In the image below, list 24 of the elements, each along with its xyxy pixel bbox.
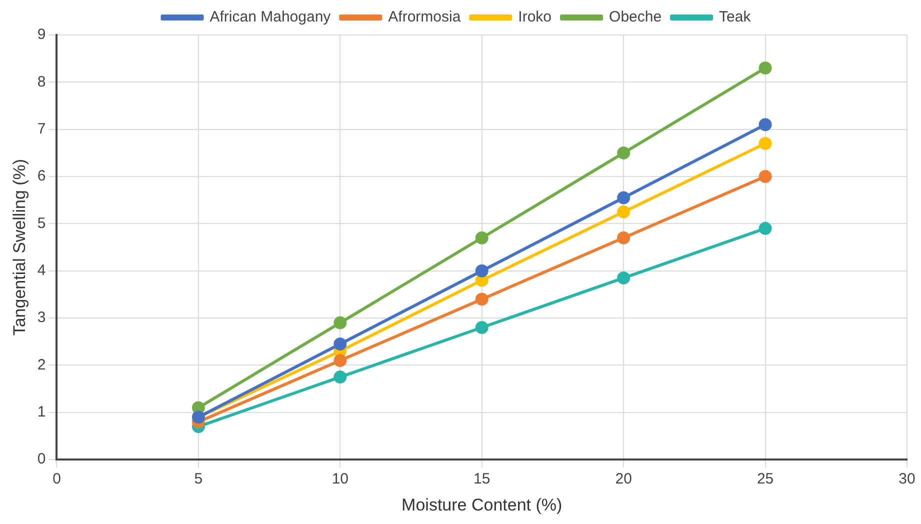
y-tick-label: 3 (37, 309, 46, 326)
x-axis-title: Moisture Content (%) (402, 495, 562, 514)
x-tick-label: 15 (474, 470, 490, 488)
legend-label: Teak (719, 8, 752, 26)
y-tick-label: 7 (37, 120, 46, 138)
x-tick-label: 30 (898, 470, 916, 488)
legend-label: African Mahogany (210, 8, 332, 26)
y-tick-label: 2 (37, 356, 46, 374)
y-tick-label: 5 (37, 214, 46, 232)
x-tick-label: 25 (756, 470, 774, 488)
y-axis-title: Tangential Swelling (%) (10, 158, 29, 336)
x-tick-label: 10 (332, 470, 349, 488)
y-tick-label: 1 (37, 404, 46, 421)
x-tick-label: 5 (194, 470, 203, 488)
y-tick-label: 6 (37, 168, 46, 185)
y-tick-label: 4 (37, 262, 46, 280)
legend-label: Obeche (609, 8, 662, 26)
y-tick-label: 8 (37, 73, 46, 90)
legend-label: Afrormosia (388, 8, 462, 26)
x-tick-label: 20 (615, 470, 632, 488)
y-tick-label: 9 (37, 26, 46, 44)
y-tick-label: 0 (37, 450, 46, 468)
legend-label: Iroko (518, 8, 552, 26)
x-tick-label: 0 (52, 470, 61, 488)
